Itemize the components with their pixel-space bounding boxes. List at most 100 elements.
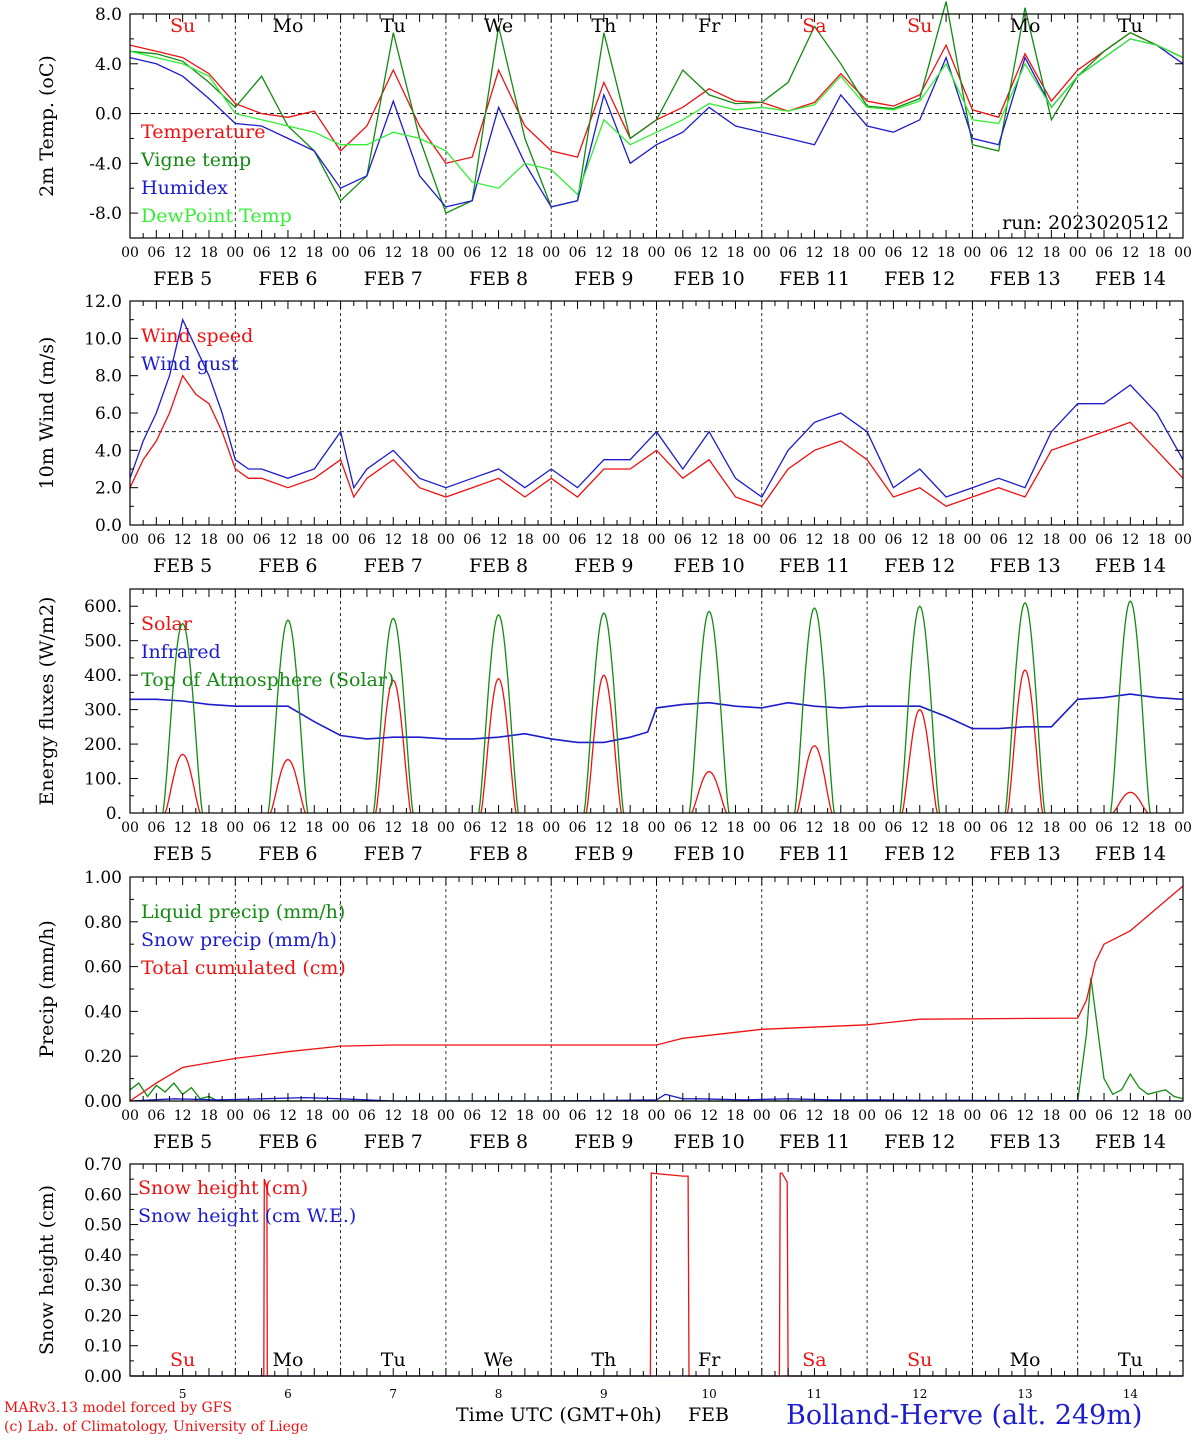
date-label: FEB 12 bbox=[884, 1131, 955, 1153]
hour-label: 18 bbox=[727, 245, 745, 261]
series-line bbox=[162, 600, 1151, 814]
y-tick-label: 0.60 bbox=[84, 1185, 122, 1205]
y-tick-label: 10.0 bbox=[84, 329, 122, 349]
legend-entry: Humidex bbox=[141, 177, 228, 199]
y-tick-label: 0.30 bbox=[84, 1276, 122, 1296]
date-label: FEB 8 bbox=[469, 555, 528, 577]
hour-label: 00 bbox=[226, 1108, 244, 1124]
hour-label: 00 bbox=[542, 245, 560, 261]
hour-label: 18 bbox=[621, 1108, 639, 1124]
hour-label: 06 bbox=[463, 245, 481, 261]
y-tick-label: -8.0 bbox=[89, 204, 122, 224]
hour-label: 00 bbox=[121, 532, 139, 548]
hour-label: 12 bbox=[700, 1108, 718, 1124]
weekday-label: Su bbox=[170, 15, 195, 37]
plot-frame bbox=[129, 588, 1184, 814]
y-tick-label: 6.0 bbox=[95, 404, 122, 424]
hour-label: 00 bbox=[437, 245, 455, 261]
weekday-label: Sa bbox=[802, 1349, 826, 1371]
hour-label: 06 bbox=[1095, 1108, 1113, 1124]
hour-label: 00 bbox=[753, 532, 771, 548]
date-label: FEB 9 bbox=[574, 268, 633, 290]
y-tick-label: 0. bbox=[106, 804, 122, 824]
date-label: FEB 9 bbox=[574, 843, 633, 865]
hour-label: 06 bbox=[885, 532, 903, 548]
weekday-label: Fr bbox=[698, 15, 721, 37]
hour-label: 06 bbox=[674, 820, 692, 836]
hour-label: 06 bbox=[147, 532, 165, 548]
series-line bbox=[129, 374, 1184, 508]
hour-label: 18 bbox=[1042, 820, 1060, 836]
hour-label: 12 bbox=[384, 245, 402, 261]
hour-label: 00 bbox=[753, 1108, 771, 1124]
weekday-label: We bbox=[484, 1349, 513, 1371]
day-number: 5 bbox=[179, 1387, 187, 1401]
y-tick-label: 0.50 bbox=[84, 1216, 122, 1236]
hour-label: 18 bbox=[1148, 1108, 1166, 1124]
date-label: FEB 7 bbox=[364, 1131, 423, 1153]
hour-label: 12 bbox=[384, 820, 402, 836]
y-tick-label: 500. bbox=[84, 632, 122, 652]
legend-entry: Vigne temp bbox=[140, 149, 251, 171]
y-tick-label: 1.00 bbox=[84, 868, 122, 888]
date-label: FEB 5 bbox=[153, 268, 212, 290]
y-axis-label: 10m Wind (m/s) bbox=[36, 337, 58, 490]
hour-label: 00 bbox=[1069, 245, 1087, 261]
hour-label: 06 bbox=[885, 820, 903, 836]
hour-label: 12 bbox=[911, 820, 929, 836]
hour-label: 06 bbox=[779, 1108, 797, 1124]
date-label: FEB 5 bbox=[153, 1131, 212, 1153]
hour-label: 06 bbox=[990, 532, 1008, 548]
weekday-label: Su bbox=[907, 15, 932, 37]
hour-label: 12 bbox=[806, 532, 824, 548]
hour-label: 00 bbox=[753, 245, 771, 261]
hour-label: 12 bbox=[1016, 245, 1034, 261]
y-tick-label: 400. bbox=[84, 666, 122, 686]
y-tick-label: 0.40 bbox=[84, 1246, 122, 1266]
hour-label: 12 bbox=[490, 820, 508, 836]
date-label: FEB 6 bbox=[258, 555, 317, 577]
hour-label: 12 bbox=[279, 820, 297, 836]
hour-label: 06 bbox=[253, 820, 271, 836]
day-number: 8 bbox=[495, 1387, 503, 1401]
hour-label: 18 bbox=[727, 820, 745, 836]
hour-label: 00 bbox=[963, 245, 981, 261]
panel-energy: Solar Infrared Top of Atmosphere (Solar) 0.… bbox=[36, 588, 1192, 865]
hour-label: 06 bbox=[1095, 532, 1113, 548]
hour-label: 00 bbox=[437, 532, 455, 548]
y-tick-label: 0.60 bbox=[84, 958, 122, 978]
date-label: FEB 6 bbox=[258, 268, 317, 290]
hour-label: 18 bbox=[305, 532, 323, 548]
date-label: FEB 6 bbox=[258, 843, 317, 865]
hour-label: 00 bbox=[542, 820, 560, 836]
date-label: FEB 5 bbox=[153, 555, 212, 577]
weekday-label: We bbox=[484, 15, 513, 37]
hour-label: 18 bbox=[937, 532, 955, 548]
date-label: FEB 8 bbox=[469, 1131, 528, 1153]
hour-label: 06 bbox=[569, 532, 587, 548]
hour-label: 18 bbox=[937, 245, 955, 261]
date-label: FEB 13 bbox=[989, 843, 1060, 865]
hour-label: 00 bbox=[121, 245, 139, 261]
date-label: FEB 7 bbox=[364, 843, 423, 865]
hour-label: 06 bbox=[990, 1108, 1008, 1124]
hour-label: 12 bbox=[490, 1108, 508, 1124]
day-number: 7 bbox=[389, 1387, 397, 1401]
date-label: FEB 11 bbox=[779, 843, 850, 865]
hour-label: 18 bbox=[832, 820, 850, 836]
hour-label: 18 bbox=[516, 532, 534, 548]
date-label: FEB 13 bbox=[989, 268, 1060, 290]
weekday-label: Sa bbox=[802, 15, 826, 37]
hour-label: 12 bbox=[279, 532, 297, 548]
hour-label: 12 bbox=[1121, 245, 1139, 261]
hour-label: 18 bbox=[1042, 245, 1060, 261]
hour-label: 00 bbox=[963, 532, 981, 548]
weekday-label: Tu bbox=[1118, 1349, 1143, 1371]
hour-label: 06 bbox=[358, 532, 376, 548]
hour-label: 00 bbox=[542, 532, 560, 548]
date-label: FEB 8 bbox=[469, 843, 528, 865]
hour-label: 06 bbox=[885, 245, 903, 261]
hour-label: 00 bbox=[1174, 532, 1192, 548]
hour-label: 18 bbox=[1148, 820, 1166, 836]
